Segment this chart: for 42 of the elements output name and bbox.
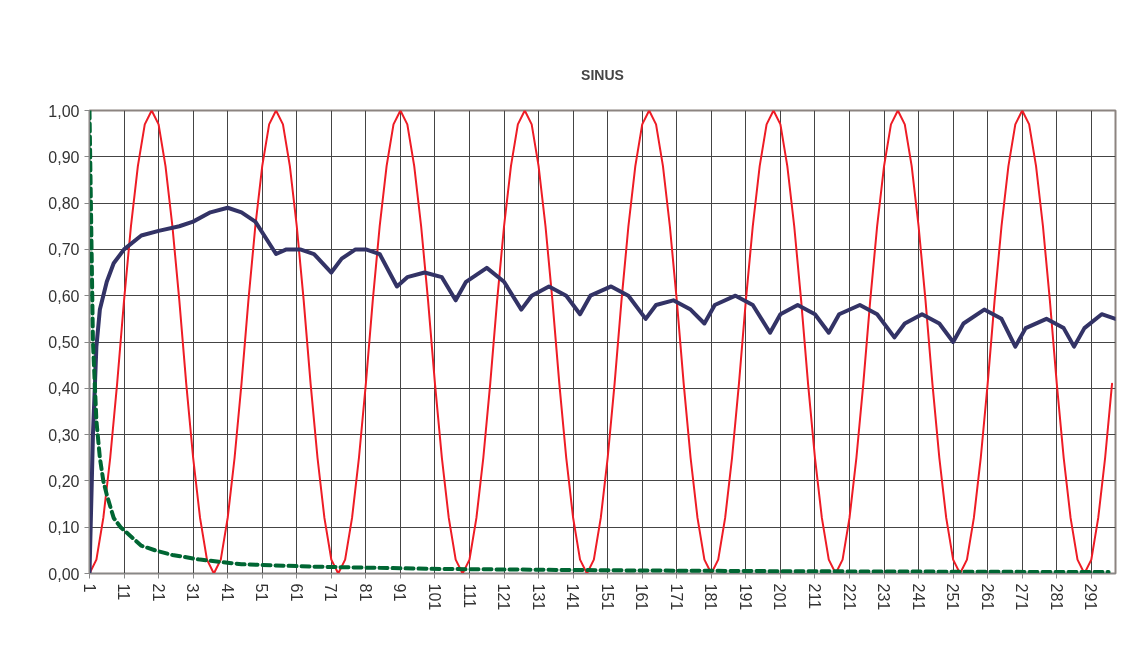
x-tick-label: 41 <box>218 583 236 602</box>
x-tick-label: 291 <box>1082 583 1100 611</box>
x-tick-label: 11 <box>115 583 133 601</box>
x-tick-label: 101 <box>425 583 443 611</box>
y-tick-label: 0,20 <box>48 472 80 490</box>
x-tick-label: 1 <box>80 583 98 593</box>
y-tick-label: 0,00 <box>48 565 80 583</box>
x-tick-label: 181 <box>702 583 720 611</box>
x-tick-label: 271 <box>1013 583 1031 611</box>
x-tick-label: 161 <box>633 583 651 611</box>
x-tick-label: 21 <box>149 583 167 602</box>
x-tick-label: 131 <box>529 583 547 611</box>
y-tick-label: 0,80 <box>48 195 80 213</box>
x-tick-label: 231 <box>875 583 893 611</box>
x-tick-label: 151 <box>598 583 616 611</box>
x-tick-label: 211 <box>805 583 823 610</box>
x-tick-label: 221 <box>840 583 858 611</box>
x-tick-label: 51 <box>253 583 271 602</box>
x-tick-label: 191 <box>736 583 754 611</box>
y-tick-label: 0,30 <box>48 426 80 444</box>
x-tick-label: 201 <box>771 583 789 611</box>
y-tick-label: 0,50 <box>48 334 80 351</box>
x-tick-label: 91 <box>391 583 409 602</box>
x-tick-label: 241 <box>909 583 927 611</box>
y-tick-label: 0,70 <box>48 241 80 259</box>
x-tick-label: 251 <box>944 583 962 611</box>
x-tick-label: 61 <box>287 583 305 602</box>
x-tick-label: 281 <box>1047 583 1065 611</box>
y-tick-label: 0,90 <box>48 148 80 166</box>
y-tick-label: 1,00 <box>48 102 80 120</box>
y-tick-label: 0,40 <box>48 380 80 398</box>
x-tick-label: 121 <box>495 583 513 611</box>
x-tick-label: 171 <box>667 583 685 611</box>
x-tick-label: 261 <box>978 583 996 611</box>
x-tick-label: 31 <box>184 583 202 602</box>
chart-title: SINUS <box>581 67 624 83</box>
x-tick-label: 141 <box>564 583 582 611</box>
y-tick-label: 0,60 <box>48 287 80 305</box>
x-tick-label: 111 <box>460 583 478 608</box>
y-tick-label: 0,10 <box>48 519 80 537</box>
x-tick-label: 71 <box>322 583 340 602</box>
x-tick-label: 81 <box>356 583 374 602</box>
